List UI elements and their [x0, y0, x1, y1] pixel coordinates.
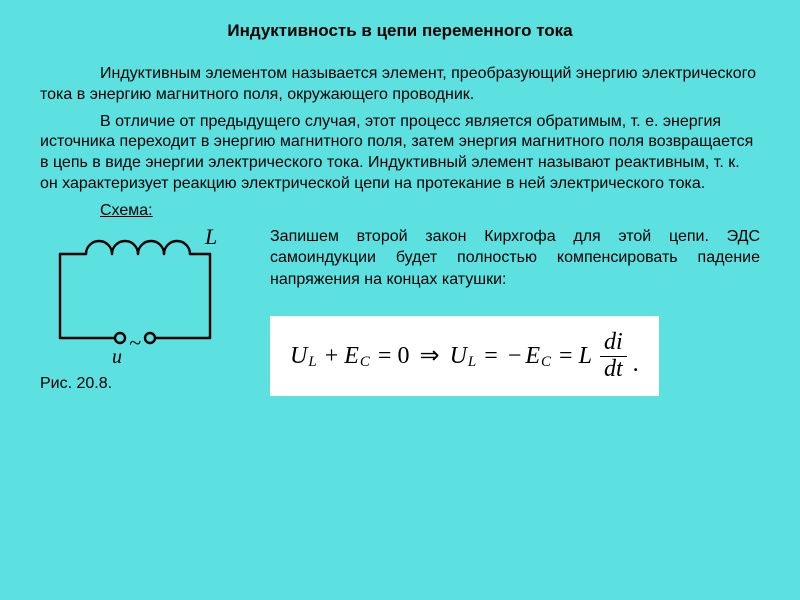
equation: UL + EC = 0 ⇒ UL = − EC = L di dt .: [270, 316, 659, 395]
eq-sub-l2: L: [468, 353, 476, 373]
eq-sub-c1: C: [360, 353, 370, 373]
eq-zero: 0: [397, 341, 409, 372]
eq-minus: −: [508, 341, 522, 372]
eq-eq3: =: [559, 341, 573, 372]
eq-ec: E: [344, 341, 359, 372]
eq-eq2: =: [484, 341, 498, 372]
paragraph-2: В отличие от предыдущего случая, этот пр…: [40, 112, 760, 195]
eq-eq1: =: [378, 341, 392, 372]
figure-column: ~ L u Рис. 20.8.: [40, 226, 260, 395]
document-title: Индуктивность в цепи переменного тока: [40, 20, 760, 42]
eq-sub-c2: C: [541, 353, 551, 373]
eq-ul2: U: [450, 341, 467, 372]
eq-sub-l1: L: [308, 353, 316, 373]
kirchhoff-text: Запишем второй закон Кирхгофа для этой ц…: [270, 226, 760, 291]
eq-frac-num: di: [600, 330, 627, 355]
eq-ec2: E: [525, 341, 540, 372]
eq-L: L: [579, 341, 592, 372]
eq-dot: .: [633, 349, 639, 380]
bottom-block: ~ L u Рис. 20.8. Запишем второй закон Ки…: [40, 226, 760, 396]
eq-fraction: di dt: [600, 330, 627, 381]
schema-label: Схема:: [40, 201, 760, 222]
inductor-label-L: L: [204, 226, 217, 249]
paragraph-1: Индуктивным элементом называется элемент…: [40, 64, 760, 106]
source-label-u: u: [112, 346, 122, 366]
svg-text:~: ~: [129, 330, 141, 355]
inductor-circuit-diagram: ~ L u: [40, 226, 240, 366]
figure-caption: Рис. 20.8.: [40, 374, 260, 395]
eq-plus: +: [325, 341, 339, 372]
text-and-equation-column: Запишем второй закон Кирхгофа для этой ц…: [260, 226, 760, 396]
eq-frac-den: dt: [600, 357, 627, 382]
eq-arrow: ⇒: [419, 341, 439, 372]
eq-ul: U: [290, 341, 307, 372]
